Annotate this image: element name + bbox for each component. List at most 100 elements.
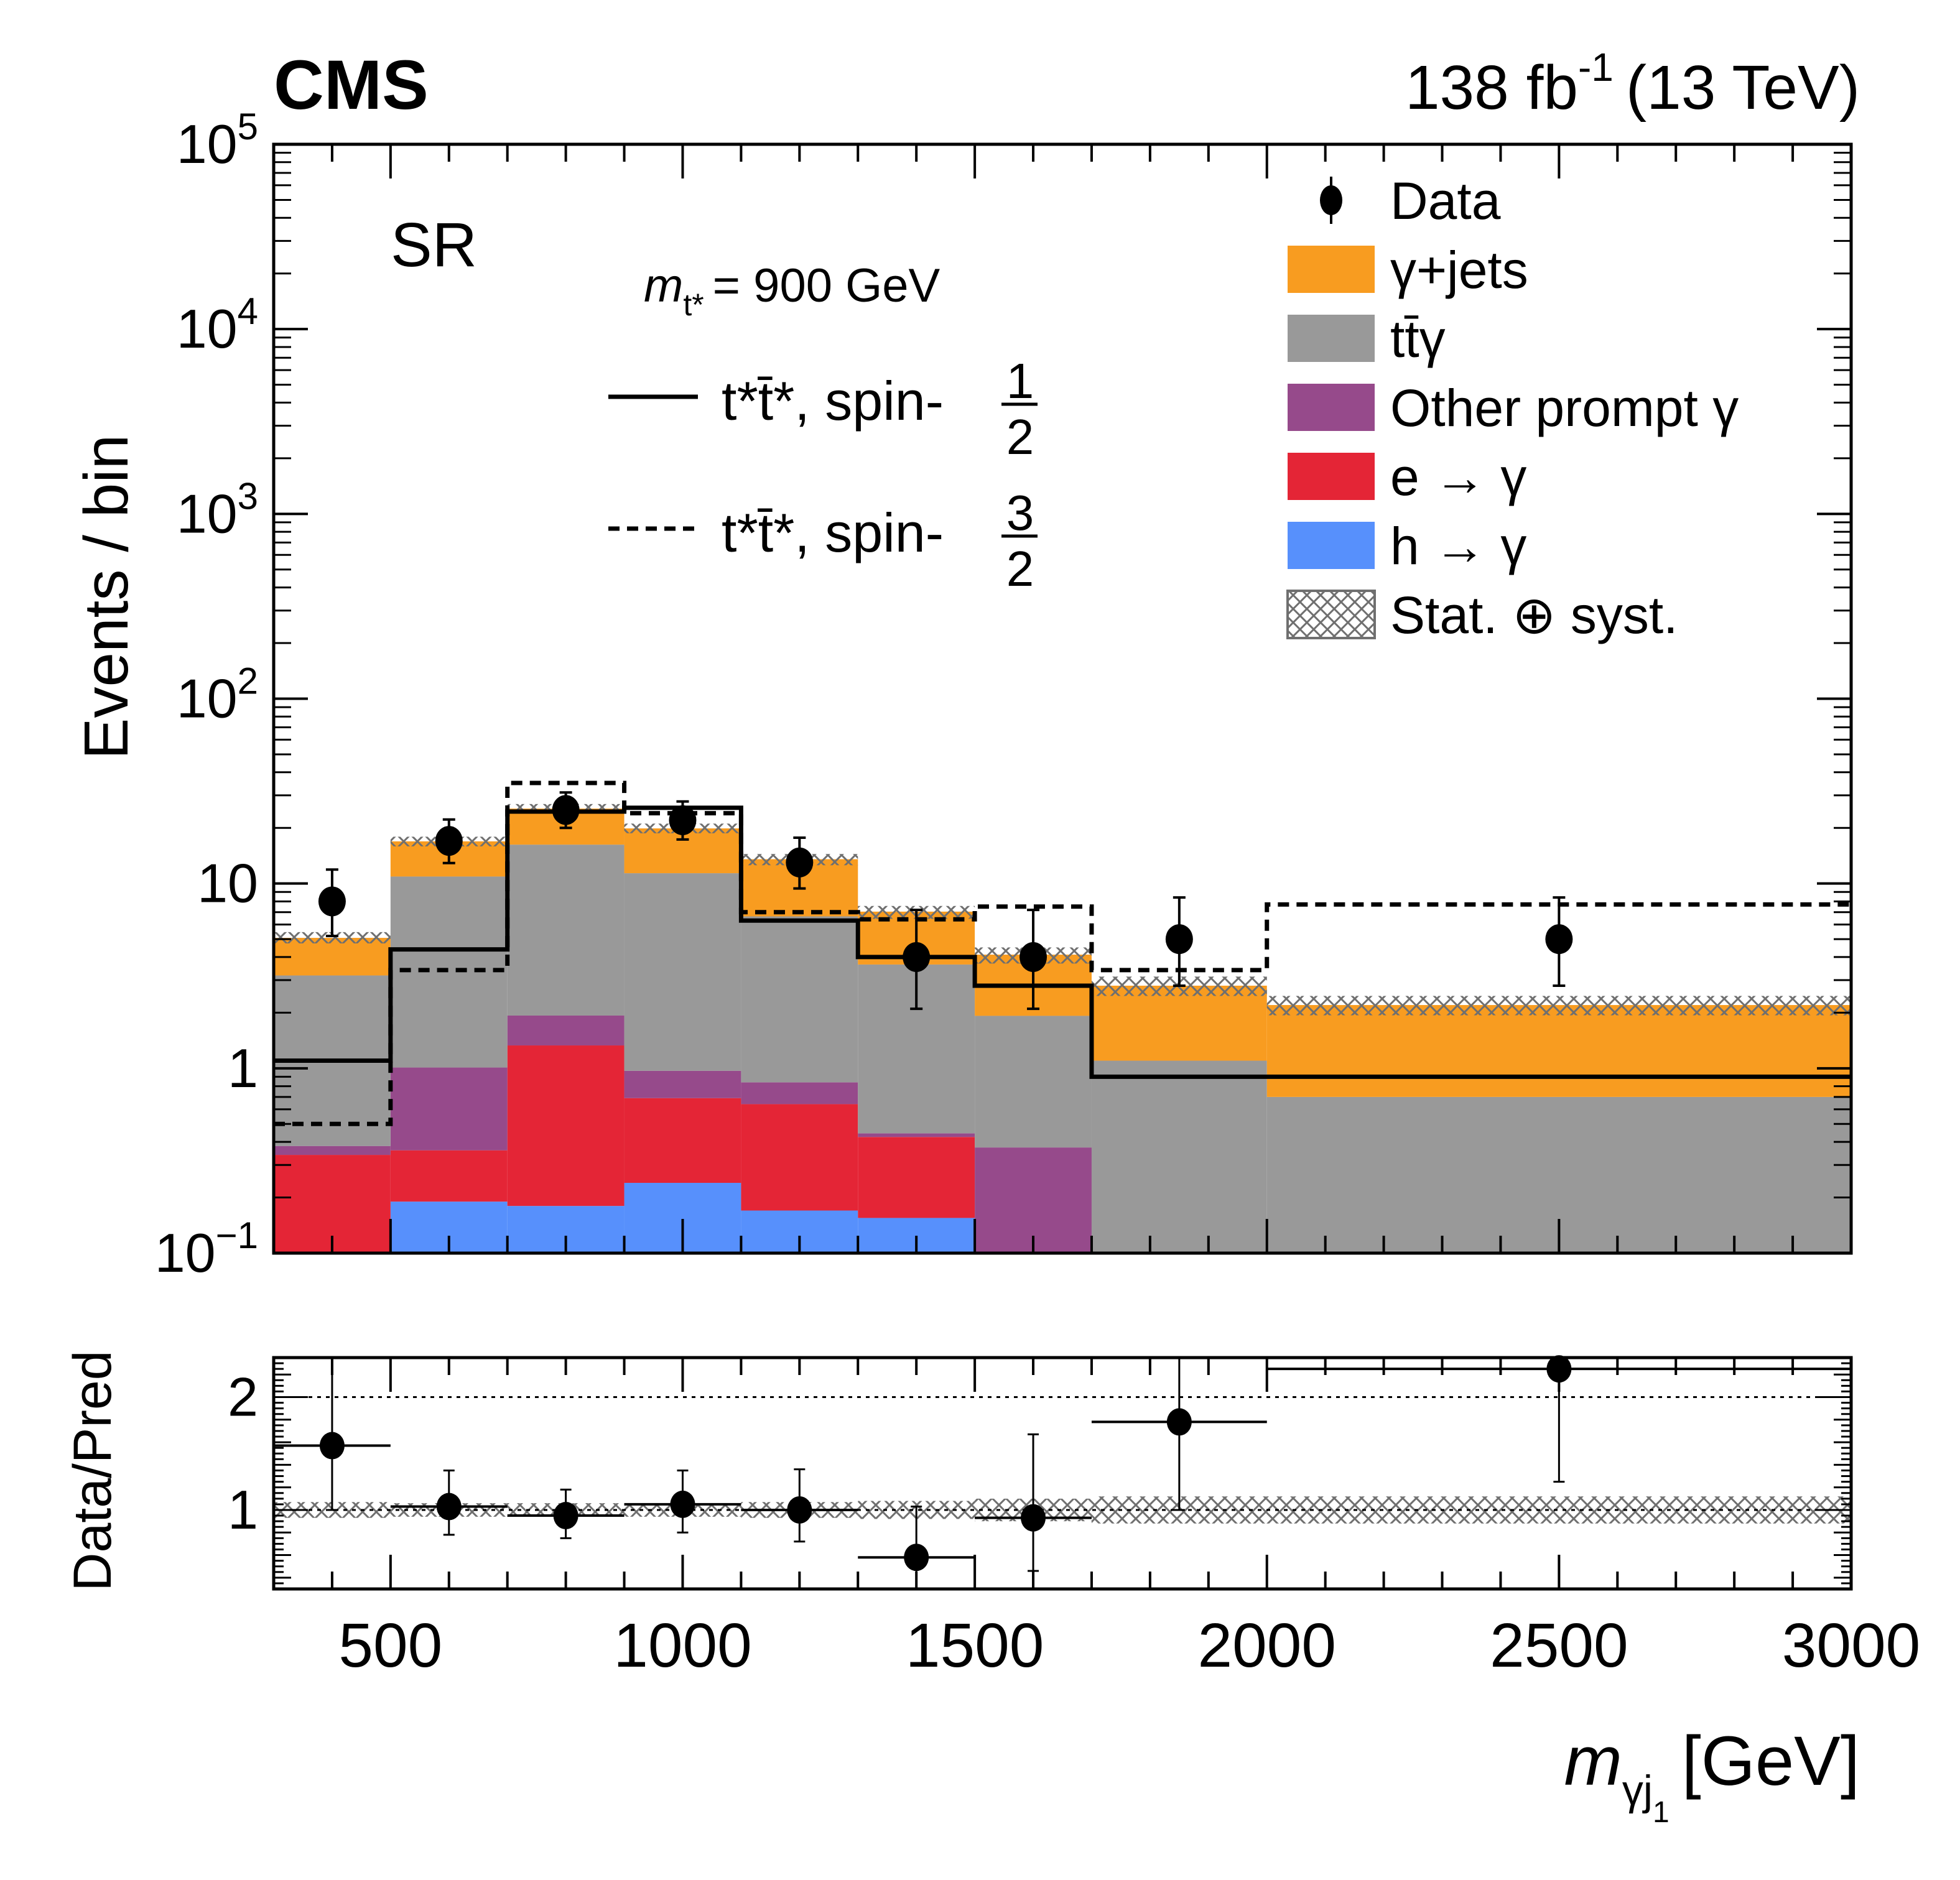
mass-label: mt* = 900 GeV bbox=[644, 259, 940, 322]
legend-label-other: Other prompt γ bbox=[1390, 379, 1739, 437]
mass-value: = 900 GeV bbox=[713, 259, 941, 312]
y-tick-label: 103 bbox=[177, 475, 258, 544]
data-point bbox=[318, 886, 346, 917]
energy-label: (13 TeV) bbox=[1626, 53, 1860, 123]
bar-other bbox=[975, 1147, 1092, 1253]
x-tick-label: 500 bbox=[338, 1611, 442, 1680]
bar-gjets bbox=[1091, 985, 1267, 1061]
legend-signal2-frac-num: 3 bbox=[1006, 485, 1034, 540]
bar-gjets bbox=[274, 938, 391, 976]
x-tick-label: 3000 bbox=[1782, 1611, 1920, 1680]
ratio-point bbox=[319, 1432, 345, 1460]
legend-label-unc: Stat. ⊕ syst. bbox=[1390, 586, 1678, 644]
ratio-point bbox=[436, 1493, 462, 1521]
bar-other bbox=[390, 1067, 508, 1151]
legend-signal1-label: t*t̄*, spin- bbox=[722, 370, 944, 432]
legend-signal2-label: t*t̄*, spin- bbox=[722, 502, 944, 563]
bar-other bbox=[741, 1082, 858, 1104]
main-axes: 10−1 1 10 102 103 104 105 bbox=[155, 106, 1853, 1284]
mass-subscript: t* bbox=[683, 287, 704, 322]
data-points bbox=[318, 791, 1573, 1011]
experiment-label: CMS bbox=[274, 46, 429, 124]
legend-label-ttg: tt̄γ bbox=[1390, 310, 1446, 368]
signal-spin-1-2-line bbox=[274, 805, 1851, 1079]
bar-egamma bbox=[507, 1045, 625, 1206]
ratio-point bbox=[553, 1502, 578, 1530]
y-tick-label: 10−1 bbox=[155, 1215, 258, 1284]
ratio-point bbox=[1166, 1408, 1192, 1436]
bar-egamma bbox=[624, 1098, 741, 1183]
y-tick-label: 102 bbox=[177, 660, 258, 729]
y-axis-title: Events / bin bbox=[72, 435, 141, 760]
bar-egamma bbox=[741, 1104, 858, 1211]
region-label: SR bbox=[391, 210, 477, 280]
x-tick-label: 1500 bbox=[906, 1611, 1044, 1680]
data-point bbox=[1545, 924, 1573, 955]
signal-lines bbox=[274, 780, 1851, 1126]
bar-ttg bbox=[624, 873, 741, 1071]
legend-data-marker bbox=[1320, 185, 1342, 215]
ratio-y-tick-label: 1 bbox=[228, 1479, 258, 1540]
bar-egamma bbox=[390, 1150, 508, 1202]
data-point bbox=[669, 805, 697, 835]
ratio-point bbox=[1021, 1504, 1046, 1532]
legend-swatch-gjets bbox=[1288, 246, 1375, 293]
mass-symbol: m bbox=[644, 259, 683, 312]
ratio-point bbox=[904, 1544, 929, 1572]
data-point bbox=[1165, 924, 1193, 955]
x-tick-label: 2500 bbox=[1490, 1611, 1628, 1680]
ratio-y-tick-label: 2 bbox=[228, 1366, 258, 1428]
legend-swatch-unc bbox=[1286, 590, 1376, 639]
data-point bbox=[786, 847, 814, 877]
stacked-histogram bbox=[274, 808, 1851, 1253]
bar-ttg bbox=[975, 1016, 1092, 1148]
bar-other bbox=[274, 1146, 391, 1155]
data-point bbox=[1019, 942, 1047, 972]
bar-gjets bbox=[1266, 1005, 1851, 1097]
x-axis-subsubscript: 1 bbox=[1653, 1796, 1670, 1829]
legend-swatch-hgamma bbox=[1288, 522, 1375, 569]
x-axis-title: mγj1 [GeV] bbox=[1564, 1722, 1860, 1829]
legend-label-gjets: γ+jets bbox=[1390, 241, 1528, 299]
signal-spin-3-2-line bbox=[274, 780, 1851, 1126]
ratio-y-axis-title: Data/Pred bbox=[63, 1350, 123, 1591]
bar-other bbox=[507, 1015, 625, 1046]
uncertainty-bin bbox=[1266, 996, 1851, 1016]
data-point bbox=[435, 826, 463, 856]
y-tick-label: 105 bbox=[177, 106, 258, 175]
bar-egamma bbox=[858, 1137, 975, 1218]
ratio-reference-lines bbox=[274, 1396, 1851, 1511]
x-axis-subscript: γj bbox=[1622, 1767, 1653, 1814]
y-tick-label: 1 bbox=[228, 1037, 258, 1099]
data-point bbox=[552, 795, 580, 825]
ratio-points bbox=[274, 1355, 1851, 1590]
legend-signal2-frac-den: 2 bbox=[1006, 541, 1034, 596]
legend: Data γ+jets tt̄γ Other prompt γ e → γ h → γ St… bbox=[1286, 172, 1739, 644]
legend-swatch-other bbox=[1288, 384, 1375, 431]
legend-label-egamma: e → γ bbox=[1390, 448, 1526, 506]
x-axis-symbol: m bbox=[1564, 1722, 1622, 1800]
ratio-plot-frame bbox=[272, 1356, 1853, 1591]
legend-signal1-frac-den: 2 bbox=[1006, 409, 1034, 465]
bar-ttg bbox=[741, 916, 858, 1083]
x-axis-unit: [GeV] bbox=[1682, 1722, 1860, 1800]
x-tick-label: 1000 bbox=[613, 1611, 751, 1680]
bar-other bbox=[858, 1133, 975, 1137]
lumi-label: 138 fb-1 (13 TeV) bbox=[1405, 45, 1860, 123]
ratio-point bbox=[787, 1496, 812, 1524]
y-tick-label: 10 bbox=[197, 853, 258, 914]
legend-label-hgamma: h → γ bbox=[1390, 517, 1526, 575]
ratio-point bbox=[670, 1490, 695, 1518]
legend-label-data: Data bbox=[1390, 172, 1501, 230]
legend-signal1-frac-num: 1 bbox=[1006, 353, 1034, 409]
legend-swatch-egamma bbox=[1288, 453, 1375, 500]
x-tick-label: 2000 bbox=[1198, 1611, 1336, 1680]
bar-other bbox=[624, 1070, 741, 1098]
lumi-value: 138 fb bbox=[1405, 53, 1578, 123]
y-tick-label: 104 bbox=[177, 290, 258, 359]
legend-swatch-ttg bbox=[1288, 315, 1375, 362]
bar-ttg bbox=[507, 845, 625, 1016]
uncertainty-bin bbox=[274, 932, 391, 943]
